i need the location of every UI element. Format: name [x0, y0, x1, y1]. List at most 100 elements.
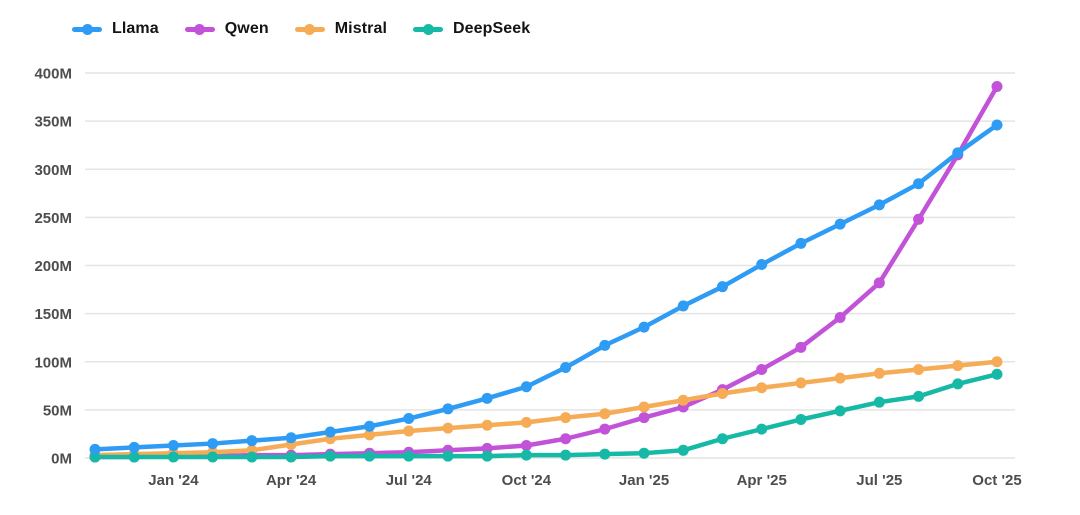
x-axis-tick-label: Oct '24	[502, 472, 552, 489]
legend-marker-llama-icon	[72, 23, 102, 35]
data-point-llama-mar25	[716, 281, 728, 293]
data-point-qwen-apr25	[756, 363, 768, 375]
legend-label-mistral: Mistral	[334, 20, 387, 37]
data-point-deepseek-oct24	[520, 449, 532, 461]
data-point-deepseek-sep25	[952, 378, 964, 390]
data-point-deepseek-apr25	[756, 423, 768, 435]
data-point-mistral-sep25	[952, 360, 964, 372]
data-point-mistral-aug24	[442, 422, 454, 434]
legend-label-qwen: Qwen	[224, 20, 269, 37]
y-axis-tick-label: 0M	[51, 451, 72, 468]
data-point-mistral-jun24	[364, 429, 376, 441]
data-point-llama-oct25	[991, 119, 1003, 131]
data-point-deepseek-feb25	[677, 444, 689, 456]
data-point-deepseek-aug24	[442, 450, 454, 462]
data-point-mistral-sep24	[481, 419, 493, 431]
data-point-deepseek-nov24	[560, 449, 572, 461]
data-point-qwen-oct24	[520, 439, 532, 451]
data-point-deepseek-feb24	[207, 451, 219, 463]
y-axis-tick-label: 400M	[34, 66, 72, 83]
legend-marker-qwen-icon	[184, 23, 215, 35]
data-point-llama-jun25	[834, 218, 846, 230]
data-point-deepseek-dec23	[128, 451, 140, 463]
data-point-mistral-dec24	[599, 408, 611, 420]
data-point-llama-jan24	[167, 439, 179, 451]
data-point-llama-aug25	[913, 178, 925, 190]
y-axis-tick-label: 250M	[34, 210, 72, 227]
data-point-mistral-jul24	[403, 425, 415, 437]
data-point-deepseek-nov23	[89, 451, 101, 463]
data-point-deepseek-jun24	[364, 450, 376, 462]
x-axis-tick-label: Oct '25	[972, 472, 1021, 489]
series-line-deepseek	[92, 372, 1000, 460]
data-point-deepseek-sep24	[481, 450, 493, 462]
data-point-deepseek-may24	[324, 450, 336, 462]
data-point-deepseek-mar24	[246, 451, 258, 463]
data-point-mistral-feb25	[677, 394, 689, 406]
data-point-llama-feb25	[677, 300, 689, 312]
data-point-mistral-oct24	[520, 416, 532, 428]
data-point-llama-jul24	[403, 413, 415, 425]
legend-label-llama: Llama	[112, 20, 159, 37]
data-point-llama-jun24	[364, 420, 376, 432]
data-point-llama-jan25	[638, 321, 650, 333]
x-axis-tick-label: Apr '24	[266, 472, 317, 489]
data-point-deepseek-may25	[795, 414, 807, 425]
data-point-qwen-nov24	[560, 433, 572, 445]
data-point-llama-sep25	[952, 147, 964, 159]
series-line-llama	[92, 122, 1000, 452]
data-point-deepseek-jul24	[403, 450, 415, 462]
y-axis-tick-label: 200M	[34, 258, 72, 275]
data-point-llama-feb24	[207, 438, 219, 450]
data-point-llama-apr24	[285, 432, 297, 444]
data-point-qwen-sep24	[481, 442, 493, 454]
data-point-qwen-jul25	[873, 277, 885, 289]
legend-item-llama[interactable]: Llama	[72, 20, 159, 38]
data-point-deepseek-mar25	[716, 433, 728, 445]
data-point-llama-jul25	[873, 199, 885, 211]
data-point-deepseek-jun25	[834, 405, 846, 417]
y-axis-tick-label: 100M	[34, 354, 72, 371]
data-point-mistral-mar25	[716, 388, 728, 400]
data-point-deepseek-oct25	[991, 368, 1003, 380]
data-point-llama-sep24	[481, 392, 493, 404]
series-line-qwen	[92, 84, 1000, 460]
y-axis-tick-label: 350M	[34, 114, 72, 131]
data-point-deepseek-jan24	[167, 451, 179, 463]
data-point-qwen-oct25	[991, 80, 1003, 92]
data-point-llama-dec23	[128, 441, 140, 453]
data-point-llama-apr25	[756, 259, 768, 271]
legend-item-deepseek[interactable]: DeepSeek	[413, 20, 530, 38]
x-axis-tick-label: Jul '25	[856, 472, 902, 489]
data-point-mistral-nov24	[560, 412, 572, 424]
x-axis-tick-label: Jan '25	[619, 472, 669, 489]
legend-marker-mistral-icon	[294, 23, 325, 35]
data-point-llama-may24	[324, 426, 336, 438]
x-axis-tick-label: Jul '24	[386, 472, 433, 489]
data-point-deepseek-jul25	[873, 396, 885, 408]
data-point-mistral-may25	[795, 377, 807, 389]
data-point-deepseek-aug25	[913, 390, 925, 402]
data-point-deepseek-jan25	[638, 447, 650, 459]
data-point-deepseek-dec24	[599, 448, 611, 460]
data-point-mistral-jul25	[873, 367, 885, 379]
data-point-llama-mar24	[246, 435, 258, 447]
data-point-qwen-aug25	[913, 213, 925, 225]
data-point-llama-nov23	[89, 443, 101, 455]
data-point-mistral-jan25	[638, 401, 650, 413]
y-axis-tick-label: 300M	[34, 162, 72, 179]
data-point-qwen-jun25	[834, 311, 846, 323]
data-point-mistral-jun25	[834, 372, 846, 384]
legend-item-qwen[interactable]: Qwen	[184, 20, 269, 38]
data-point-llama-may25	[795, 237, 807, 249]
data-point-llama-nov24	[560, 362, 572, 374]
data-point-mistral-apr25	[756, 382, 768, 394]
data-point-qwen-jan25	[638, 412, 650, 424]
legend-item-mistral[interactable]: Mistral	[294, 20, 387, 38]
data-point-deepseek-apr24	[285, 451, 297, 463]
y-axis-tick-label: 50M	[43, 402, 72, 419]
x-axis-tick-label: Jan '24	[148, 472, 199, 489]
data-point-qwen-dec24	[599, 423, 611, 435]
